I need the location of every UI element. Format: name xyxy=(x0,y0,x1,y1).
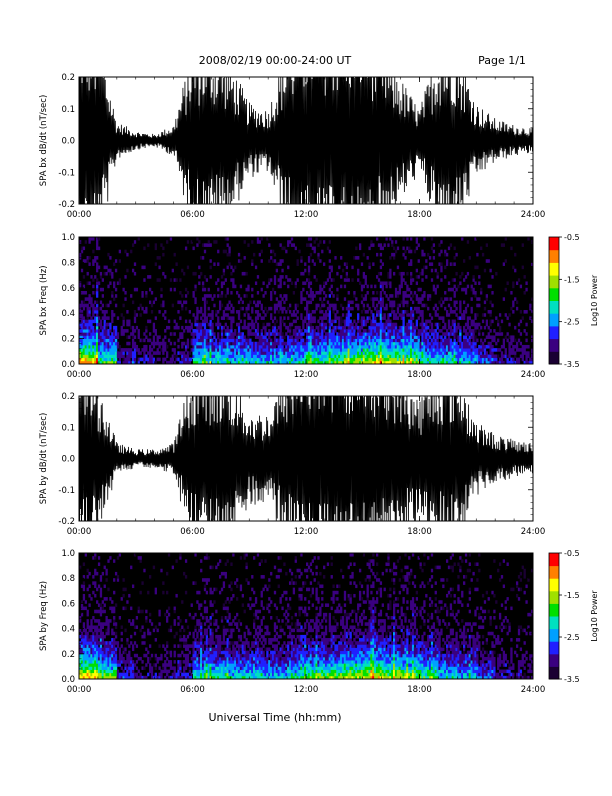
y-axis-title: SPA by dB/dt (nT/sec) xyxy=(39,413,49,505)
y-tick-label: 0.6 xyxy=(61,284,75,294)
x-tick-label: 18:00 xyxy=(407,210,432,220)
x-tick-label: 00:00 xyxy=(67,527,92,537)
y-tick-label: 0.0 xyxy=(61,455,75,465)
x-tick-label: 06:00 xyxy=(180,370,205,380)
y-tick-label: -0.2 xyxy=(58,517,75,527)
colorbar-tick-label: -1.5 xyxy=(564,275,580,284)
x-tick-label: 24:00 xyxy=(521,527,546,537)
x-tick-label: 18:00 xyxy=(407,370,432,380)
x-tick-label: 24:00 xyxy=(521,685,546,695)
y-tick-label: 0.1 xyxy=(61,423,75,433)
colorbar-tick-label: -0.5 xyxy=(564,549,580,558)
y-tick-label: -0.1 xyxy=(58,168,75,178)
x-tick-label: 18:00 xyxy=(407,527,432,537)
y-axis-title: SPA bx Freq (Hz) xyxy=(39,265,49,335)
y-tick-label: 0.2 xyxy=(61,335,75,345)
y-tick-label: 0.4 xyxy=(61,309,75,319)
x-tick-label: 12:00 xyxy=(294,685,319,695)
x-tick-label: 24:00 xyxy=(521,370,546,380)
colorbar-tick-label: -2.5 xyxy=(564,633,580,642)
x-tick-label: 12:00 xyxy=(294,370,319,380)
x-tick-label: 24:00 xyxy=(521,210,546,220)
colorbar-label: Log10 Power xyxy=(590,274,599,326)
x-axis-title: Universal Time (hh:mm) xyxy=(209,711,342,724)
colorbar: -0.5 -1.5 -2.5 -3.5 Log10 Power xyxy=(549,549,599,684)
x-tick-label: 06:00 xyxy=(180,210,205,220)
y-tick-label: 0.6 xyxy=(61,599,75,609)
y-tick-label: 1.0 xyxy=(61,549,75,559)
x-tick-label: 06:00 xyxy=(180,685,205,695)
y-tick-label: -0.2 xyxy=(58,200,75,210)
y-tick-label: 0.0 xyxy=(61,360,75,370)
y-tick-label: 0.2 xyxy=(61,650,75,660)
colorbar-tick-label: -3.5 xyxy=(564,675,580,684)
y-axis-title: SPA by Freq (Hz) xyxy=(39,581,49,651)
header-page-number: Page 1/1 xyxy=(478,54,526,67)
colorbar-tick-label: -1.5 xyxy=(564,591,580,600)
y-tick-label: 1.0 xyxy=(61,233,75,243)
y-tick-label: 0.1 xyxy=(61,105,75,115)
y-tick-label: 0.2 xyxy=(61,73,75,83)
colorbar: -0.5 -1.5 -2.5 -3.5 Log10 Power xyxy=(549,233,599,369)
y-tick-label: 0.0 xyxy=(61,137,75,147)
colorbar-label: Log10 Power xyxy=(590,590,599,642)
colorbar-tick-label: -0.5 xyxy=(564,233,580,242)
y-axis-title: SPA bx dB/dt (nT/sec) xyxy=(39,95,49,187)
panel-2: -0.5 -1.5 -2.5 -3.5 Log10 Power 00:00 06:00 12:… xyxy=(39,233,599,380)
panels-group: 00:00 06:00 12:00 18:00 24:00 0.2 0.1 0.0 -0.1 -0… xyxy=(39,17,599,695)
x-tick-label: 00:00 xyxy=(67,370,92,380)
colorbar-tick-label: -2.5 xyxy=(564,318,580,327)
y-tick-label: 0.2 xyxy=(61,392,75,402)
panel-4: -0.5 -1.5 -2.5 -3.5 Log10 Power 00:00 06:00 12:… xyxy=(39,549,599,695)
x-tick-label: 18:00 xyxy=(407,685,432,695)
x-tick-label: 00:00 xyxy=(67,685,92,695)
header-date-range: 2008/02/19 00:00-24:00 UT xyxy=(199,54,352,67)
x-tick-label: 12:00 xyxy=(294,210,319,220)
y-tick-label: 0.0 xyxy=(61,675,75,685)
y-tick-label: -0.1 xyxy=(58,486,75,496)
x-tick-label: 12:00 xyxy=(294,527,319,537)
panel-3: 00:00 06:00 12:00 18:00 24:00 0.2 0.1 0.0 -0.1 -0… xyxy=(39,337,545,582)
y-tick-label: 0.8 xyxy=(61,574,75,584)
y-tick-label: 0.4 xyxy=(61,625,75,635)
x-tick-label: 00:00 xyxy=(67,210,92,220)
colorbar-tick-label: -3.5 xyxy=(564,360,580,369)
x-tick-label: 06:00 xyxy=(180,527,205,537)
y-tick-label: 0.8 xyxy=(61,258,75,268)
